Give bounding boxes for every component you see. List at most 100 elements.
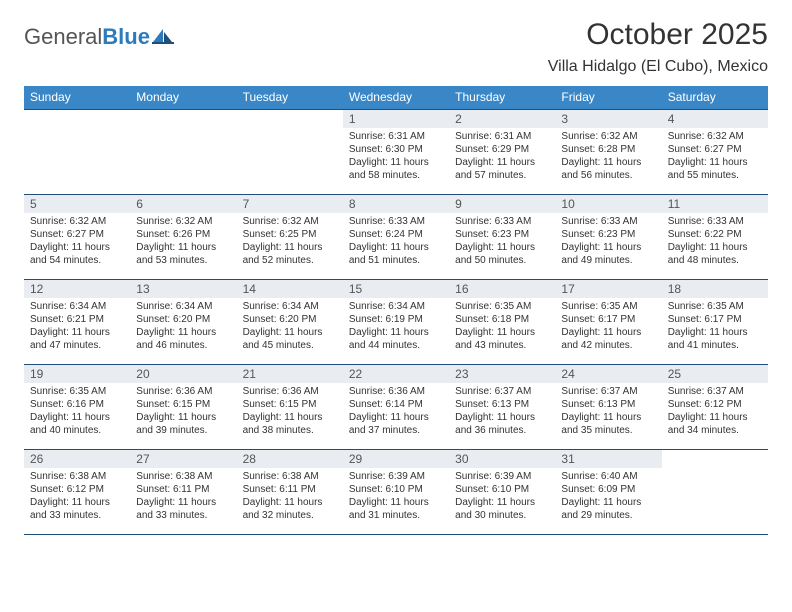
sunrise-text: Sunrise: 6:32 AM [243,215,337,228]
week-row: 19Sunrise: 6:35 AMSunset: 6:16 PMDayligh… [24,364,768,449]
day-cell: 19Sunrise: 6:35 AMSunset: 6:16 PMDayligh… [24,365,130,449]
day-cell: 28Sunrise: 6:38 AMSunset: 6:11 PMDayligh… [237,450,343,534]
daylight-text: Daylight: 11 hours and 46 minutes. [136,326,230,352]
day-number [237,110,343,128]
day-number: 6 [130,195,236,213]
day-body: Sunrise: 6:39 AMSunset: 6:10 PMDaylight:… [449,468,555,526]
sunrise-text: Sunrise: 6:34 AM [136,300,230,313]
day-body: Sunrise: 6:37 AMSunset: 6:13 PMDaylight:… [449,383,555,441]
logo-text: GeneralBlue [24,24,150,50]
daylight-text: Daylight: 11 hours and 32 minutes. [243,496,337,522]
daylight-text: Daylight: 11 hours and 34 minutes. [668,411,762,437]
daylight-text: Daylight: 11 hours and 42 minutes. [561,326,655,352]
day-body: Sunrise: 6:33 AMSunset: 6:23 PMDaylight:… [555,213,661,271]
dow-mon: Monday [130,86,236,109]
sunrise-text: Sunrise: 6:35 AM [455,300,549,313]
calendar: Sunday Monday Tuesday Wednesday Thursday… [24,86,768,535]
sunrise-text: Sunrise: 6:32 AM [136,215,230,228]
day-cell: 1Sunrise: 6:31 AMSunset: 6:30 PMDaylight… [343,110,449,194]
dow-wed: Wednesday [343,86,449,109]
day-cell [130,110,236,194]
daylight-text: Daylight: 11 hours and 57 minutes. [455,156,549,182]
sunrise-text: Sunrise: 6:31 AM [349,130,443,143]
day-number: 4 [662,110,768,128]
week-row: 1Sunrise: 6:31 AMSunset: 6:30 PMDaylight… [24,109,768,194]
sunrise-text: Sunrise: 6:34 AM [349,300,443,313]
day-body: Sunrise: 6:37 AMSunset: 6:13 PMDaylight:… [555,383,661,441]
sunset-text: Sunset: 6:17 PM [561,313,655,326]
sunset-text: Sunset: 6:26 PM [136,228,230,241]
dow-sat: Saturday [662,86,768,109]
sunrise-text: Sunrise: 6:32 AM [30,215,124,228]
sunset-text: Sunset: 6:23 PM [455,228,549,241]
day-cell: 27 Sunrise: 6:38 AMSunset: 6:11 PMDayligh… [130,450,236,534]
sunset-text: Sunset: 6:29 PM [455,143,549,156]
day-body: Sunrise: 6:35 AMSunset: 6:16 PMDaylight:… [24,383,130,441]
day-number: 21 [237,365,343,383]
day-cell: 21Sunrise: 6:36 AMSunset: 6:15 PMDayligh… [237,365,343,449]
day-body: Sunrise: 6:36 AMSunset: 6:15 PMDaylight:… [237,383,343,441]
day-number: 17 [555,280,661,298]
logo-word2: Blue [102,24,150,49]
day-number: 28 [237,450,343,468]
dow-thu: Thursday [449,86,555,109]
day-cell: 9Sunrise: 6:33 AMSunset: 6:23 PMDaylight… [449,195,555,279]
sunrise-text: Sunrise: 6:35 AM [30,385,124,398]
sunset-text: Sunset: 6:11 PM [243,483,337,496]
sunrise-text: Sunrise: 6:37 AM [668,385,762,398]
daylight-text: Daylight: 11 hours and 36 minutes. [455,411,549,437]
daylight-text: Daylight: 11 hours and 44 minutes. [349,326,443,352]
week-row: 12Sunrise: 6:34 AMSunset: 6:21 PMDayligh… [24,279,768,364]
day-number: 15 [343,280,449,298]
sunrise-text: Sunrise: 6:40 AM [561,470,655,483]
dow-fri: Friday [555,86,661,109]
sunset-text: Sunset: 6:09 PM [561,483,655,496]
day-cell: 17 Sunrise: 6:35 AMSunset: 6:17 PMDayligh… [555,280,661,364]
day-cell: 15Sunrise: 6:34 AMSunset: 6:19 PMDayligh… [343,280,449,364]
day-body: Sunrise: 6:39 AMSunset: 6:10 PMDaylight:… [343,468,449,526]
sunrise-text: Sunrise: 6:34 AM [30,300,124,313]
day-number: 26 [24,450,130,468]
calendar-bottom-rule [24,534,768,535]
daylight-text: Daylight: 11 hours and 51 minutes. [349,241,443,267]
sunrise-text: Sunrise: 6:35 AM [561,300,655,313]
day-number [662,450,768,468]
day-number: 31 [555,450,661,468]
sunset-text: Sunset: 6:24 PM [349,228,443,241]
day-cell: 12Sunrise: 6:34 AMSunset: 6:21 PMDayligh… [24,280,130,364]
daylight-text: Daylight: 11 hours and 41 minutes. [668,326,762,352]
dow-tue: Tuesday [237,86,343,109]
daylight-text: Daylight: 11 hours and 29 minutes. [561,496,655,522]
day-body: Sunrise: 6:33 AMSunset: 6:23 PMDaylight:… [449,213,555,271]
day-cell: 16Sunrise: 6:35 AMSunset: 6:18 PMDayligh… [449,280,555,364]
day-cell: 30Sunrise: 6:39 AMSunset: 6:10 PMDayligh… [449,450,555,534]
daylight-text: Daylight: 11 hours and 33 minutes. [136,496,230,522]
day-cell [237,110,343,194]
sunrise-text: Sunrise: 6:38 AM [136,470,230,483]
day-body: Sunrise: 6:31 AMSunset: 6:30 PMDaylight:… [343,128,449,186]
day-number: 27 [130,450,236,468]
day-body: Sunrise: 6:40 AMSunset: 6:09 PMDaylight:… [555,468,661,526]
sunset-text: Sunset: 6:20 PM [136,313,230,326]
sunset-text: Sunset: 6:11 PM [136,483,230,496]
day-body: Sunrise: 6:34 AMSunset: 6:20 PMDaylight:… [237,298,343,356]
header: GeneralBlue October 2025 Villa Hidalgo (… [24,18,768,76]
daylight-text: Daylight: 11 hours and 45 minutes. [243,326,337,352]
daylight-text: Daylight: 11 hours and 48 minutes. [668,241,762,267]
logo-sail-icon [152,27,174,50]
day-body: Sunrise: 6:34 AMSunset: 6:19 PMDaylight:… [343,298,449,356]
day-body: Sunrise: 6:32 AMSunset: 6:27 PMDaylight:… [662,128,768,186]
day-body: Sunrise: 6:32 AMSunset: 6:28 PMDaylight:… [555,128,661,186]
day-number: 7 [237,195,343,213]
sunrise-text: Sunrise: 6:34 AM [243,300,337,313]
day-number [130,110,236,128]
sunrise-text: Sunrise: 6:37 AM [561,385,655,398]
logo: GeneralBlue [24,24,174,50]
sunset-text: Sunset: 6:15 PM [243,398,337,411]
month-title: October 2025 [548,18,768,52]
day-number: 16 [449,280,555,298]
daylight-text: Daylight: 11 hours and 49 minutes. [561,241,655,267]
day-cell: 5Sunrise: 6:32 AMSunset: 6:27 PMDaylight… [24,195,130,279]
day-body: Sunrise: 6:35 AMSunset: 6:17 PMDaylight:… [662,298,768,356]
daylight-text: Daylight: 11 hours and 43 minutes. [455,326,549,352]
